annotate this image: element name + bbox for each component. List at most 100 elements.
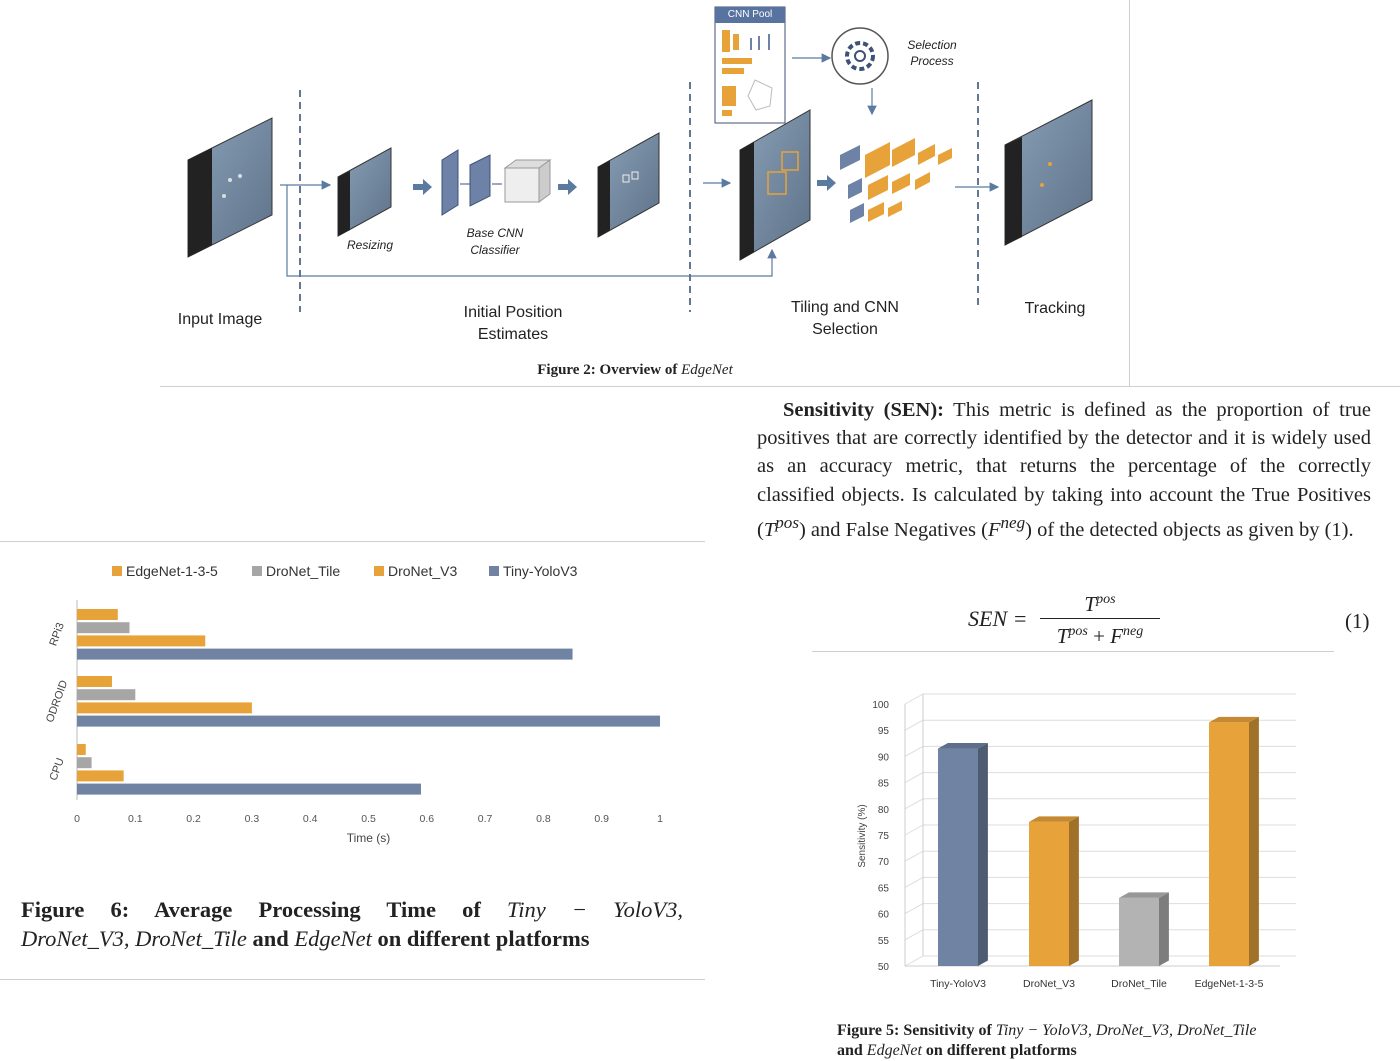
legend-label: DroNet_Tile — [266, 563, 340, 579]
y-tick-label: 60 — [878, 910, 890, 921]
equation-denominator-a-sup: pos — [1068, 624, 1088, 639]
figure-5-caption-emph-2: EdgeNet — [866, 1042, 922, 1059]
figure-5-caption-emph: Tiny − YoloV3, DroNet_V3, DroNet_Tile — [995, 1022, 1257, 1039]
sen-equation: SEN = — [968, 606, 1027, 632]
x-category-label: DroNet_V3 — [1023, 978, 1075, 990]
x-tick-label: 0.7 — [478, 813, 493, 825]
figure-6-caption-emph-3: EdgeNet — [294, 926, 372, 951]
figure-2-caption-emph: EdgeNet — [681, 362, 733, 378]
sensitivity-body-2: ) and False Negatives ( — [798, 518, 988, 541]
bar — [938, 748, 978, 966]
gridline-side — [904, 929, 924, 941]
bar-side — [1159, 892, 1169, 966]
bar-top — [1209, 716, 1259, 723]
equation-fraction: Tpos Tpos + Fneg — [1040, 588, 1160, 649]
bar — [77, 648, 573, 660]
input-image-thumbnail — [187, 117, 273, 258]
resized-image-thumbnail — [337, 147, 392, 237]
x-tick-label: 0 — [74, 813, 80, 825]
legend-label: EdgeNet-1-3-5 — [126, 563, 218, 579]
bar — [77, 783, 421, 795]
x-axis-label: Time (s) — [347, 831, 391, 845]
gridline-side — [904, 719, 924, 731]
base-cnn-label: Base CNN Classifier — [466, 226, 524, 257]
stage-label-input-image: Input Image — [177, 311, 263, 328]
equation-plus: + — [1087, 624, 1111, 648]
tracking-image-thumbnail — [1004, 99, 1093, 246]
resizing-label: Resizing — [346, 238, 394, 252]
category-label: RPi3 — [47, 621, 66, 648]
sensitivity-body-1: This metric is defined as the proportion… — [757, 399, 1371, 541]
bar-side — [1069, 816, 1079, 966]
bar — [77, 609, 118, 620]
bar — [77, 757, 92, 769]
arrow-icon — [817, 175, 836, 191]
figure-5-caption-prefix: Figure 5: Sensitivity of — [837, 1022, 996, 1039]
sensitivity-chart: 50 55 60 65 70 75 80 85 90 95 100 Sensitivity (%) Ti… — [857, 693, 1296, 990]
figure-2: Input Image Initial Position Estimates T… — [160, 0, 1130, 388]
gridline-side — [904, 772, 924, 784]
arrow-icon — [413, 179, 432, 195]
bar — [1119, 897, 1159, 966]
equation-numerator-sup: pos — [1096, 592, 1116, 607]
pipeline-diagram — [187, 6, 1093, 312]
cnn-pool-label: CNN Pool — [727, 9, 773, 20]
category-label: ODROID — [44, 679, 70, 725]
stage-label-initial-position: Initial Position Estimates — [463, 304, 563, 343]
gridline-side — [904, 955, 924, 967]
equation-number: (1) — [1345, 609, 1370, 633]
figure-2-caption-prefix: Figure 2: Overview of — [537, 362, 682, 378]
x-category-label: Tiny-YoloV3 — [930, 978, 986, 990]
figure-6-caption: Figure 6: Average Processing Time of Tin… — [21, 895, 683, 953]
bar — [77, 689, 136, 701]
bar — [1029, 821, 1069, 966]
gridline-side — [904, 850, 924, 862]
category-label: CPU — [48, 756, 67, 782]
equation-numerator: T — [1084, 592, 1097, 616]
legend-label: Tiny-YoloV3 — [503, 563, 578, 579]
sensitivity-paragraph: Sensitivity (SEN): This metric is define… — [757, 396, 1371, 544]
x-tick-label: 0.3 — [245, 813, 260, 825]
y-tick-label: 65 — [878, 883, 890, 894]
equation-lhs: SEN = — [968, 606, 1028, 631]
caption-rule-top — [160, 386, 1400, 387]
y-tick-label: 70 — [878, 857, 890, 868]
x-tick-label: 0.4 — [303, 813, 318, 825]
legend-swatch — [489, 566, 499, 576]
fneg-superscript: neg — [1000, 512, 1026, 532]
gear-icon — [831, 27, 889, 85]
legend-swatch — [112, 566, 122, 576]
legend-swatch — [374, 566, 384, 576]
fneg-symbol: F — [987, 518, 1001, 541]
x-tick-label: 0.5 — [361, 813, 376, 825]
x-tick-label: 0.8 — [536, 813, 551, 825]
arrow-icon — [558, 179, 577, 195]
tpos-symbol: T — [763, 518, 776, 541]
y-tick-label: 85 — [878, 779, 890, 790]
bar — [77, 622, 130, 634]
legend-swatch — [252, 566, 262, 576]
bar — [77, 715, 660, 727]
x-tick-label: 0.9 — [594, 813, 609, 825]
x-tick-label: 1 — [657, 813, 663, 825]
bar — [77, 635, 206, 647]
gridline-side — [904, 798, 924, 810]
stage-label-tracking: Tracking — [1024, 300, 1086, 317]
y-tick-label: 90 — [878, 752, 890, 763]
y-tick-label: 95 — [878, 726, 890, 737]
base-cnn-icon — [441, 149, 552, 216]
y-tick-label: 75 — [878, 831, 890, 842]
bar — [77, 676, 112, 687]
x-category-label: DroNet_Tile — [1111, 978, 1167, 990]
gridline-side — [904, 824, 924, 836]
figure-6-caption-prefix: Figure 6: Average Processing Time of — [21, 897, 507, 922]
selected-tiles-icon — [840, 138, 952, 223]
processing-time-chart: EdgeNet-1-3-5 DroNet_Tile DroNet_V3 Tiny-Yo… — [44, 563, 663, 845]
bar-top — [938, 743, 988, 749]
figure-6-caption-mid: and — [246, 926, 295, 951]
y-axis-label: Sensitivity (%) — [857, 804, 868, 867]
y-tick-label: 80 — [878, 805, 890, 816]
bar — [77, 770, 124, 782]
bar-top — [1029, 816, 1079, 822]
equation-denominator-b: F — [1110, 624, 1124, 648]
